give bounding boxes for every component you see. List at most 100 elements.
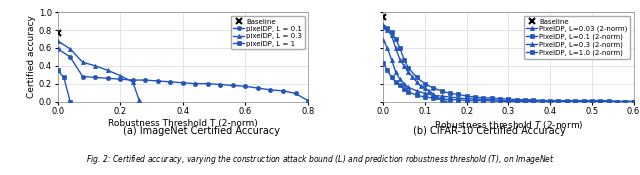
PixelDP, L=0.03 (2-norm) [408, 75, 416, 78]
PixelDP, L=0.1 (2-norm) [572, 100, 579, 102]
PixelDP, L=0.03 (2-norm) [396, 58, 404, 61]
PixelDP, L=0.3 (2-norm) [446, 96, 454, 98]
PixelDP, L=0.03 (2-norm) [421, 87, 429, 89]
PixelDP, L=0.1 (2-norm) [463, 95, 470, 97]
PixelDP, L=0.3 (2-norm) [504, 100, 512, 102]
pixelDP, L = 0.1 [229, 84, 237, 86]
PixelDP, L=0.1 (2-norm) [538, 100, 546, 102]
PixelDP, L=0.1 (2-norm) [413, 76, 420, 78]
PixelDP, L=0.3 (2-norm) [400, 83, 408, 85]
PixelDP, L=0.3 (2-norm) [404, 86, 412, 88]
PixelDP, L=1.0 (2-norm) [421, 96, 429, 98]
PixelDP, L=0.1 (2-norm) [454, 93, 462, 95]
PixelDP, L=0.03 (2-norm) [404, 71, 412, 73]
PixelDP, L=0.3 (2-norm) [396, 78, 404, 80]
PixelDP, L=0.3 (2-norm) [488, 99, 495, 101]
PixelDP, L=0.1 (2-norm) [596, 100, 604, 102]
pixelDP, L = 0.1 [116, 78, 124, 80]
PixelDP, L=0.1 (2-norm) [488, 97, 495, 99]
pixelDP, L = 0.1 [154, 80, 162, 82]
pixelDP, L = 0.3 [67, 48, 74, 50]
PixelDP, L=0.1 (2-norm) [388, 31, 396, 33]
PixelDP, L=0.03 (2-norm) [438, 100, 445, 102]
PixelDP, L=1.0 (2-norm) [438, 98, 445, 100]
PixelDP, L=0.03 (2-norm) [433, 96, 441, 98]
PixelDP, L=1.0 (2-norm) [396, 84, 404, 86]
PixelDP, L=1.0 (2-norm) [454, 99, 462, 101]
PixelDP, L=0.1 (2-norm) [380, 26, 387, 28]
PixelDP, L=0.1 (2-norm) [400, 58, 408, 61]
Line: PixelDP, L=0.03 (2-norm): PixelDP, L=0.03 (2-norm) [381, 23, 448, 104]
pixelDP, L = 0.1 [104, 77, 111, 79]
PixelDP, L=0.1 (2-norm) [479, 97, 487, 99]
PixelDP, L=0.3 (2-norm) [588, 100, 596, 103]
pixelDP, L = 0.1 [267, 89, 275, 91]
PixelDP, L=0.03 (2-norm) [400, 65, 408, 67]
PixelDP, L=0.03 (2-norm) [383, 29, 391, 31]
pixelDP, L = 0.1 [304, 100, 312, 102]
PixelDP, L=1.0 (2-norm) [463, 100, 470, 102]
PixelDP, L=1.0 (2-norm) [383, 69, 391, 71]
pixelDP, L = 0.1 [191, 83, 199, 85]
PixelDP, L=1.0 (2-norm) [400, 88, 408, 90]
PixelDP, L=0.03 (2-norm) [429, 93, 437, 95]
PixelDP, L=0.03 (2-norm) [388, 34, 396, 37]
X-axis label: Robustness Threshold T (2-norm): Robustness Threshold T (2-norm) [108, 119, 258, 128]
pixelDP, L = 1 [54, 69, 61, 71]
PixelDP, L=0.03 (2-norm) [425, 90, 433, 92]
PixelDP, L=0.3 (2-norm) [630, 100, 637, 103]
PixelDP, L=1.0 (2-norm) [404, 91, 412, 93]
pixelDP, L = 0.1 [241, 85, 249, 87]
PixelDP, L=0.1 (2-norm) [421, 83, 429, 85]
pixelDP, L = 0.1 [204, 83, 212, 85]
PixelDP, L=0.03 (2-norm) [442, 100, 450, 103]
Legend: Baseline, PixelDP, L=0.03 (2-norm), PixelDP, L=0.1 (2-norm), PixelDP, L=0.3 (2-n: Baseline, PixelDP, L=0.03 (2-norm), Pixe… [524, 16, 630, 59]
Line: PixelDP, L=0.3 (2-norm): PixelDP, L=0.3 (2-norm) [381, 38, 636, 104]
PixelDP, L=0.1 (2-norm) [429, 87, 437, 89]
PixelDP, L=0.1 (2-norm) [588, 100, 596, 102]
PixelDP, L=0.3 (2-norm) [521, 100, 529, 102]
PixelDP, L=0.3 (2-norm) [380, 39, 387, 41]
PixelDP, L=0.3 (2-norm) [529, 100, 537, 102]
PixelDP, L=0.1 (2-norm) [496, 98, 504, 100]
pixelDP, L = 0.3 [116, 75, 124, 77]
pixelDP, L = 0.1 [179, 82, 187, 84]
PixelDP, L=0.1 (2-norm) [580, 100, 588, 102]
PixelDP, L=0.1 (2-norm) [392, 38, 399, 40]
PixelDP, L=0.1 (2-norm) [630, 100, 637, 103]
pixelDP, L = 0.1 [141, 79, 149, 81]
Text: (a) ImageNet Certified Accuracy: (a) ImageNet Certified Accuracy [123, 126, 280, 136]
PixelDP, L=1.0 (2-norm) [380, 62, 387, 64]
PixelDP, L=0.1 (2-norm) [547, 100, 554, 102]
PixelDP, L=0.3 (2-norm) [463, 98, 470, 100]
PixelDP, L=1.0 (2-norm) [446, 99, 454, 101]
Legend: Baseline, pixelDP, L = 0.1, pixelDP, L = 0.3, pixelDP, L = 1: Baseline, pixelDP, L = 0.1, pixelDP, L =… [230, 16, 305, 50]
PixelDP, L=0.03 (2-norm) [380, 24, 387, 26]
Line: PixelDP, L=0.1 (2-norm): PixelDP, L=0.1 (2-norm) [381, 25, 636, 104]
PixelDP, L=0.1 (2-norm) [613, 100, 621, 103]
PixelDP, L=1.0 (2-norm) [479, 100, 487, 102]
pixelDP, L = 0.3 [54, 40, 61, 42]
PixelDP, L=0.3 (2-norm) [479, 99, 487, 101]
PixelDP, L=0.1 (2-norm) [383, 27, 391, 29]
PixelDP, L=1.0 (2-norm) [588, 100, 596, 103]
pixelDP, L = 0.1 [292, 92, 300, 95]
PixelDP, L=0.3 (2-norm) [496, 100, 504, 102]
PixelDP, L=0.3 (2-norm) [388, 58, 396, 61]
pixelDP, L = 0.3 [92, 65, 99, 67]
PixelDP, L=1.0 (2-norm) [630, 100, 637, 103]
PixelDP, L=0.1 (2-norm) [555, 100, 563, 102]
PixelDP, L=0.1 (2-norm) [513, 99, 520, 101]
PixelDP, L=0.1 (2-norm) [471, 96, 479, 98]
Line: pixelDP, L = 0.1: pixelDP, L = 0.1 [56, 47, 310, 103]
pixelDP, L = 1 [67, 100, 74, 103]
PixelDP, L=0.3 (2-norm) [421, 92, 429, 95]
PixelDP, L=0.1 (2-norm) [504, 98, 512, 100]
PixelDP, L=0.3 (2-norm) [547, 100, 554, 103]
pixelDP, L = 0.1 [54, 48, 61, 50]
Line: pixelDP, L = 1: pixelDP, L = 1 [56, 68, 72, 104]
pixelDP, L = 0.3 [79, 61, 86, 63]
PixelDP, L=0.1 (2-norm) [605, 100, 612, 102]
PixelDP, L=1.0 (2-norm) [471, 100, 479, 102]
PixelDP, L=0.03 (2-norm) [392, 47, 399, 49]
